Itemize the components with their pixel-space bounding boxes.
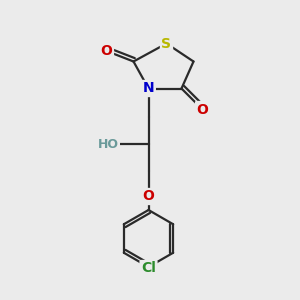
Text: S: S (161, 37, 172, 50)
Text: O: O (196, 103, 208, 116)
Text: N: N (143, 82, 154, 95)
Text: Cl: Cl (141, 262, 156, 275)
Text: O: O (100, 44, 112, 58)
Text: HO: HO (98, 137, 118, 151)
Text: O: O (142, 190, 154, 203)
